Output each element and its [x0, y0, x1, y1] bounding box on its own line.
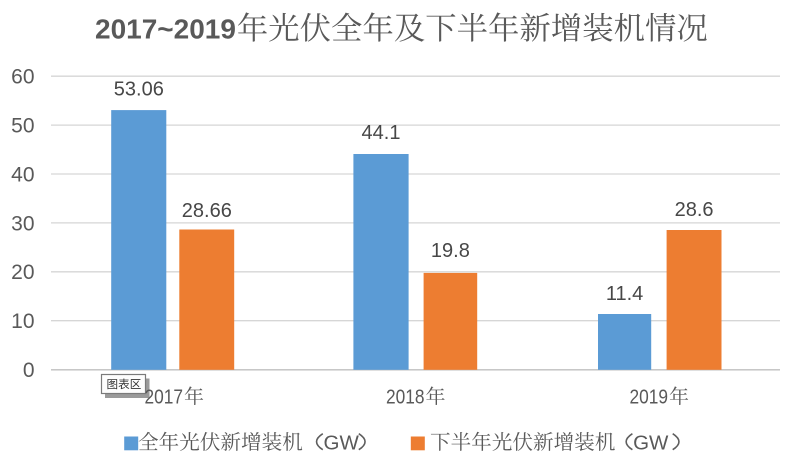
svg-text:2019: 2019 — [630, 386, 669, 408]
svg-text:20: 20 — [11, 261, 34, 284]
svg-text:10: 10 — [11, 310, 34, 333]
svg-text:60: 60 — [11, 66, 34, 89]
svg-text:53.06: 53.06 — [114, 79, 164, 101]
svg-text:28.66: 28.66 — [182, 200, 232, 222]
svg-text:50: 50 — [11, 115, 34, 138]
svg-text:44.1: 44.1 — [362, 122, 401, 144]
svg-text:40: 40 — [11, 163, 34, 186]
svg-text:28.6: 28.6 — [675, 199, 714, 221]
svg-text:2017: 2017 — [145, 386, 184, 408]
svg-text:GW: GW — [324, 431, 360, 454]
svg-text:19.8: 19.8 — [431, 240, 470, 262]
svg-text:30: 30 — [11, 212, 34, 235]
svg-text:0: 0 — [23, 359, 35, 382]
svg-text:2018: 2018 — [386, 386, 425, 408]
svg-text:2017~2019: 2017~2019 — [95, 14, 236, 45]
svg-text:GW: GW — [633, 431, 669, 454]
svg-text:11.4: 11.4 — [606, 283, 643, 305]
